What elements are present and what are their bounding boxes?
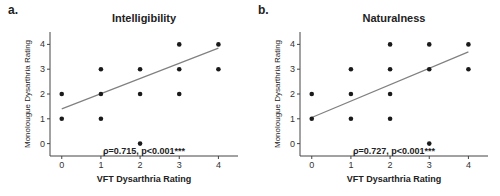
y-tick-label: 3 bbox=[40, 64, 45, 74]
y-label: Monolougue Dysarthria Rating bbox=[23, 40, 32, 148]
x-tick-label: 2 bbox=[388, 160, 393, 170]
point bbox=[138, 67, 143, 72]
y-tick bbox=[47, 69, 50, 70]
y-tick-label: 4 bbox=[40, 39, 45, 49]
point bbox=[388, 67, 393, 72]
point bbox=[466, 67, 471, 72]
point bbox=[177, 67, 182, 72]
x-tick-label: 1 bbox=[98, 160, 103, 170]
y-tick-label: 0 bbox=[40, 139, 45, 149]
panel-label: b. bbox=[258, 3, 269, 17]
regression-line bbox=[312, 52, 469, 118]
point bbox=[309, 92, 314, 97]
point bbox=[216, 67, 221, 72]
y-tick-label: 0 bbox=[290, 139, 295, 149]
x-tick-label: 4 bbox=[216, 160, 221, 170]
point bbox=[388, 92, 393, 97]
point bbox=[216, 42, 221, 47]
plot-area bbox=[309, 42, 470, 146]
x-tick-label: 1 bbox=[348, 160, 353, 170]
y-tick bbox=[47, 94, 50, 95]
title: Intelligibility bbox=[112, 12, 177, 24]
x-tick bbox=[218, 156, 219, 159]
point bbox=[177, 42, 182, 47]
point bbox=[99, 117, 104, 122]
point bbox=[99, 67, 104, 72]
point bbox=[427, 67, 432, 72]
annotation: ρ=0.727, p<0.001*** bbox=[353, 146, 436, 156]
y-tick bbox=[47, 44, 50, 45]
x-tick bbox=[350, 156, 351, 159]
y-tick bbox=[297, 118, 300, 119]
point bbox=[177, 92, 182, 97]
x-tick bbox=[61, 156, 62, 159]
point bbox=[349, 92, 354, 97]
x-tick bbox=[429, 156, 430, 159]
y-label: Monolougue Dysarthria Rating bbox=[273, 40, 282, 148]
x-tick bbox=[390, 156, 391, 159]
y-tick bbox=[297, 69, 300, 70]
x-tick-label: 0 bbox=[59, 160, 64, 170]
point bbox=[59, 117, 64, 122]
point bbox=[388, 117, 393, 122]
x-tick bbox=[100, 156, 101, 159]
panel: b. Naturalness 0 1 2 3 4 0 1 2 3 4 VFT Dysarthria Ra… bbox=[258, 3, 488, 184]
y-tick-label: 3 bbox=[290, 64, 295, 74]
y-tick bbox=[297, 44, 300, 45]
y-tick-label: 1 bbox=[290, 114, 295, 124]
x-tick-label: 3 bbox=[427, 160, 432, 170]
x-label: VFT Dysarthria Rating bbox=[97, 174, 192, 184]
panel: a. Intelligibility 0 1 2 3 4 0 1 2 3 4 VFT Dysarthri… bbox=[8, 3, 238, 184]
y-tick bbox=[47, 143, 50, 144]
chart: a. Intelligibility 0 1 2 3 4 0 1 2 3 4 VFT Dysarthri… bbox=[0, 0, 500, 196]
y-tick-label: 2 bbox=[290, 89, 295, 99]
point bbox=[349, 67, 354, 72]
title: Naturalness bbox=[363, 12, 426, 24]
y-tick-label: 4 bbox=[290, 39, 295, 49]
y-tick-label: 2 bbox=[40, 89, 45, 99]
annotation: ρ=0.715, p<0.001*** bbox=[103, 146, 186, 156]
point bbox=[59, 92, 64, 97]
x-tick bbox=[179, 156, 180, 159]
point bbox=[138, 92, 143, 97]
point bbox=[427, 42, 432, 47]
y-tick bbox=[297, 94, 300, 95]
x-tick bbox=[140, 156, 141, 159]
y-tick bbox=[47, 118, 50, 119]
plot-area bbox=[59, 42, 220, 146]
regression-line bbox=[62, 48, 219, 109]
point bbox=[349, 117, 354, 122]
x-tick-label: 3 bbox=[177, 160, 182, 170]
x-tick bbox=[468, 156, 469, 159]
point bbox=[99, 92, 104, 97]
x-label: VFT Dysarthria Rating bbox=[347, 174, 442, 184]
x-tick bbox=[311, 156, 312, 159]
y-tick-label: 1 bbox=[40, 114, 45, 124]
point bbox=[466, 42, 471, 47]
point bbox=[388, 42, 393, 47]
x-tick-label: 2 bbox=[138, 160, 143, 170]
y-tick bbox=[297, 143, 300, 144]
x-tick-label: 4 bbox=[466, 160, 471, 170]
point bbox=[309, 117, 314, 122]
x-tick-label: 0 bbox=[309, 160, 314, 170]
panel-label: a. bbox=[8, 3, 18, 17]
